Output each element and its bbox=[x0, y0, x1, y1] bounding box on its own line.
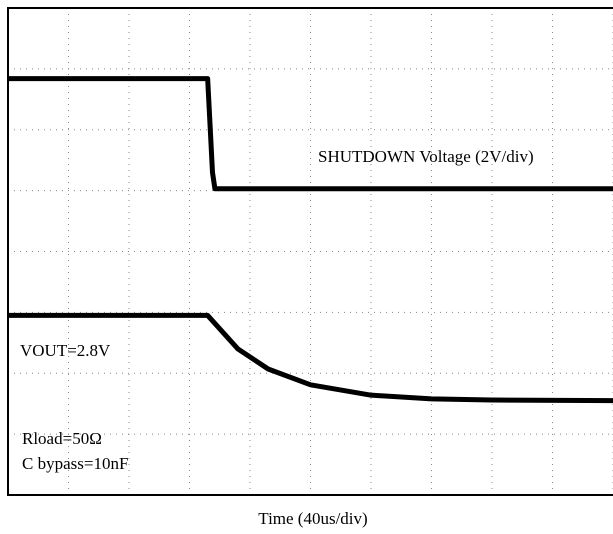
annotation: SHUTDOWN Voltage (2V/div) bbox=[318, 147, 534, 166]
annotation: C bypass=10nF bbox=[22, 454, 128, 473]
plot-frame bbox=[7, 7, 613, 496]
x-axis-label: Time (40us/div) bbox=[258, 509, 367, 528]
annotation: Rload=50Ω bbox=[22, 429, 102, 448]
trace bbox=[8, 312, 613, 404]
trace bbox=[8, 76, 613, 192]
traces bbox=[8, 76, 613, 404]
annotation: VOUT=2.8V bbox=[20, 341, 111, 360]
